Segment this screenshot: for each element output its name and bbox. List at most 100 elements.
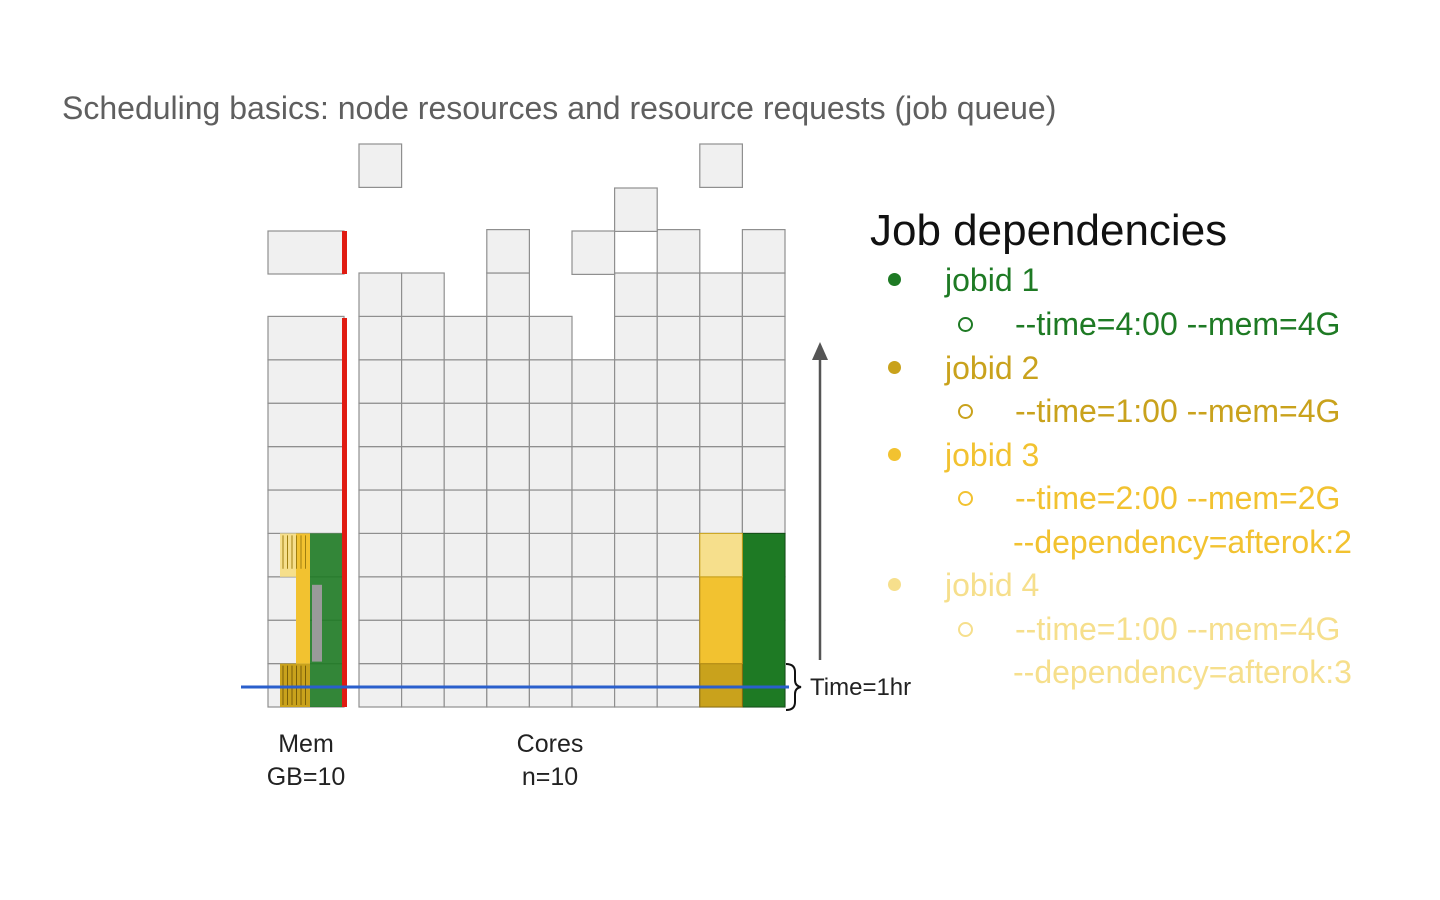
core-cell	[486, 446, 530, 491]
core-cell	[401, 359, 445, 404]
dependencies-title: Job dependencies	[870, 206, 1228, 255]
core-cell	[741, 402, 786, 448]
job-2-core-block	[699, 663, 743, 708]
mem-label: Mem	[278, 730, 334, 758]
mem-value: GB=10	[266, 763, 346, 791]
circle-bullet-icon	[958, 621, 973, 637]
core-cell	[613, 359, 658, 404]
time-label: Time=1hr	[810, 674, 912, 701]
core-cell	[656, 532, 701, 578]
core-cell	[528, 359, 573, 404]
job-name: jobid 2	[945, 350, 1040, 386]
core-cell	[613, 662, 658, 708]
core-cell-queued	[358, 143, 403, 189]
job-option-text: --time=1:00 --mem=4G	[1015, 611, 1341, 647]
mem-cell	[267, 402, 345, 448]
core-cell	[528, 489, 573, 535]
mem-cell-queued	[267, 230, 345, 275]
core-cell	[443, 532, 488, 578]
core-cell	[571, 489, 616, 535]
cores-axis-label: Cores n=10	[490, 728, 610, 794]
core-cell	[528, 662, 573, 708]
job-option-text: --time=4:00 --mem=4G	[1015, 306, 1341, 342]
job-option-continued: --dependency=afterok:3	[1013, 654, 1352, 690]
job-item-2: jobid 2	[880, 350, 1039, 387]
core-cell	[656, 489, 701, 535]
core-cell	[401, 489, 445, 535]
core-cell	[613, 619, 658, 665]
job-4-core-block	[699, 532, 743, 578]
core-cell	[656, 402, 701, 448]
core-cell	[486, 359, 530, 404]
core-cell	[656, 576, 701, 621]
job-name: jobid 1	[945, 262, 1040, 298]
circle-bullet-icon	[958, 403, 973, 419]
core-cell	[699, 402, 743, 448]
mem-cell	[267, 446, 345, 491]
mem-axis-label: Mem GB=10	[256, 728, 356, 794]
core-cell	[656, 229, 701, 274]
job-item-1: jobid 1	[880, 262, 1039, 299]
mem-cell	[267, 359, 345, 404]
arrow-up-icon	[812, 342, 828, 360]
core-cell	[613, 576, 658, 621]
core-cell	[358, 315, 403, 361]
job-name: jobid 3	[945, 437, 1040, 473]
core-cell	[401, 446, 445, 491]
core-cell	[358, 662, 403, 708]
core-cell	[656, 619, 701, 665]
cores-value: n=10	[521, 763, 579, 791]
core-cell-queued	[571, 230, 616, 276]
job-option: --time=2:00 --mem=2G	[958, 480, 1340, 517]
core-cell-queued	[613, 187, 658, 233]
core-cell	[741, 446, 786, 491]
core-cell	[613, 315, 658, 361]
core-cell	[571, 532, 616, 578]
core-cell	[401, 532, 445, 578]
core-cell	[443, 359, 488, 404]
bullet-icon	[888, 448, 901, 462]
mem-reserved-strip	[312, 584, 322, 662]
core-cell	[358, 619, 403, 665]
bullet-icon	[888, 273, 901, 287]
core-cell	[486, 532, 530, 578]
core-cell	[401, 315, 445, 361]
job-blocks	[241, 342, 828, 711]
core-cell	[571, 359, 616, 404]
job-option-continued: --dependency=afterok:2	[1013, 524, 1352, 560]
bullet-icon	[888, 361, 901, 375]
core-cell	[656, 272, 701, 318]
core-cell	[571, 662, 616, 708]
core-cell	[613, 532, 658, 578]
core-cell	[571, 402, 616, 448]
core-cell	[699, 359, 743, 404]
job-3-core-block	[699, 576, 743, 665]
core-cell	[571, 619, 616, 665]
core-cell	[656, 315, 701, 361]
core-cell	[358, 402, 403, 448]
job-option: --time=1:00 --mem=4G	[958, 393, 1340, 430]
core-cell	[699, 446, 743, 491]
core-cell	[699, 489, 743, 535]
core-cell	[486, 315, 530, 361]
core-cell	[571, 446, 616, 491]
circle-bullet-icon	[958, 490, 973, 506]
core-cell	[443, 662, 488, 708]
job-option: --time=1:00 --mem=4G	[958, 611, 1340, 648]
core-cell	[358, 532, 403, 578]
core-cell	[401, 662, 445, 708]
core-cell	[613, 272, 658, 318]
core-cell	[613, 489, 658, 535]
core-cell	[358, 272, 403, 318]
core-cell	[656, 446, 701, 491]
core-cell	[486, 402, 530, 448]
core-cell	[656, 359, 701, 404]
core-cell-queued	[699, 143, 743, 189]
core-cell	[528, 315, 573, 361]
memory-limit-line	[342, 318, 347, 707]
core-cell	[613, 402, 658, 448]
core-cell	[741, 315, 786, 361]
core-cell	[443, 576, 488, 621]
core-cell	[613, 446, 658, 491]
